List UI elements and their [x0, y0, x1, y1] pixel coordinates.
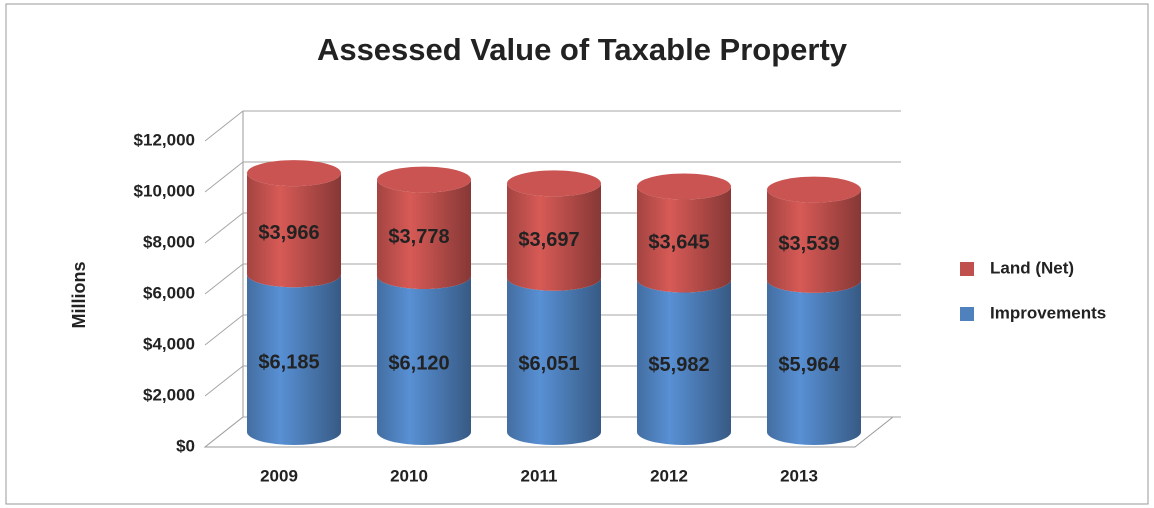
data-label: $3,778	[388, 226, 449, 248]
cylinder-segment	[377, 179, 471, 289]
legend-swatch	[960, 307, 974, 321]
data-label: $6,185	[258, 351, 319, 373]
data-label: $6,051	[518, 353, 579, 375]
data-label: $3,539	[778, 233, 839, 255]
cylinder-segment	[637, 186, 731, 293]
x-tick-label: 2013	[780, 466, 818, 485]
data-label: $3,966	[258, 222, 319, 244]
cylinder-segment	[247, 274, 341, 445]
data-label: $3,697	[518, 229, 579, 251]
y-axis-title: Millions	[69, 262, 89, 329]
cylinder-top	[767, 176, 861, 203]
x-tick-label: 2011	[521, 466, 558, 485]
cylinder-top	[637, 173, 731, 200]
cylinder-segment	[767, 189, 861, 293]
data-label: $6,120	[388, 352, 449, 374]
y-tick-label: $6,000	[143, 283, 195, 302]
y-tick-label: $8,000	[143, 232, 195, 251]
cylinder-segment	[377, 275, 471, 445]
x-tick-label: 2012	[650, 466, 688, 485]
cylinder-segment	[247, 173, 341, 288]
y-tick-label: $12,000	[134, 130, 195, 149]
cylinder-segment	[507, 277, 601, 445]
data-label: $5,982	[648, 354, 709, 376]
cylinder-top	[507, 170, 601, 197]
y-tick-label: $10,000	[134, 181, 195, 200]
cylinder-segment	[507, 183, 601, 291]
y-tick-label: $0	[176, 436, 195, 455]
data-label: $3,645	[648, 231, 709, 253]
cylinder-segment	[637, 279, 731, 445]
legend-label: Land (Net)	[990, 258, 1074, 277]
chart-title: Assessed Value of Taxable Property	[317, 32, 848, 67]
y-tick-label: $2,000	[143, 385, 195, 404]
data-label: $5,964	[778, 354, 840, 376]
y-tick-label: $4,000	[143, 334, 195, 353]
grid-line	[204, 161, 901, 193]
cylinder-top	[377, 166, 471, 193]
legend-label: Improvements	[990, 303, 1106, 322]
cylinder-segment	[767, 279, 861, 445]
x-tick-label: 2009	[260, 466, 298, 485]
cylinder-top	[247, 160, 341, 187]
grid-line	[204, 110, 901, 142]
legend-swatch	[960, 262, 974, 276]
x-tick-label: 2010	[390, 466, 428, 485]
